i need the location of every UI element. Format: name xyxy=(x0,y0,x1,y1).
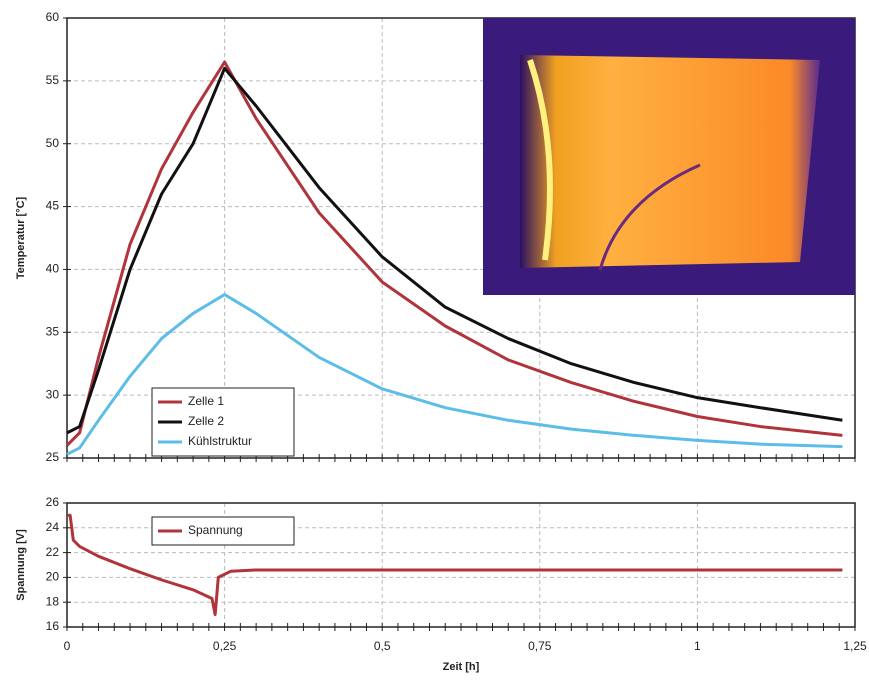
x-axis-title: Zeit [h] xyxy=(443,661,480,673)
x-tick-label: 0,25 xyxy=(213,639,237,653)
y-tick-label: 26 xyxy=(46,495,60,509)
y-tick-label: 18 xyxy=(46,594,60,608)
y-tick-label: 24 xyxy=(46,520,60,534)
x-tick-label: 1 xyxy=(694,639,701,653)
y-tick-label: 55 xyxy=(46,73,60,87)
legend-label: Zelle 1 xyxy=(188,394,224,408)
y-tick-label: 35 xyxy=(46,324,60,338)
x-tick-label: 1,25 xyxy=(843,639,867,653)
series-line xyxy=(65,60,843,447)
x-tick-label: 0,5 xyxy=(374,639,391,653)
legend-label: Kühlstruktur xyxy=(188,434,252,448)
x-tick-label: 0,75 xyxy=(528,639,552,653)
y-tick-label: 30 xyxy=(46,387,60,401)
y-tick-label: 16 xyxy=(46,619,60,633)
legend-label: Zelle 2 xyxy=(188,414,224,428)
x-tick-label: 0 xyxy=(64,639,71,653)
legend-label: Spannung xyxy=(188,523,243,537)
y-tick-label: 50 xyxy=(46,136,60,150)
series-line xyxy=(66,293,843,456)
y-axis-title: Spannung [V] xyxy=(15,529,27,601)
thermal-image xyxy=(483,18,855,295)
y-axis-title: Temperatur [°C] xyxy=(15,196,27,279)
plot-frame xyxy=(66,502,856,628)
y-tick-label: 25 xyxy=(46,450,60,464)
y-tick-label: 20 xyxy=(46,570,60,584)
y-tick-label: 60 xyxy=(46,10,60,24)
series-line xyxy=(66,66,843,435)
y-tick-label: 40 xyxy=(46,262,60,276)
y-tick-label: 45 xyxy=(46,199,60,213)
series-line xyxy=(67,513,843,617)
y-tick-label: 22 xyxy=(46,545,60,559)
